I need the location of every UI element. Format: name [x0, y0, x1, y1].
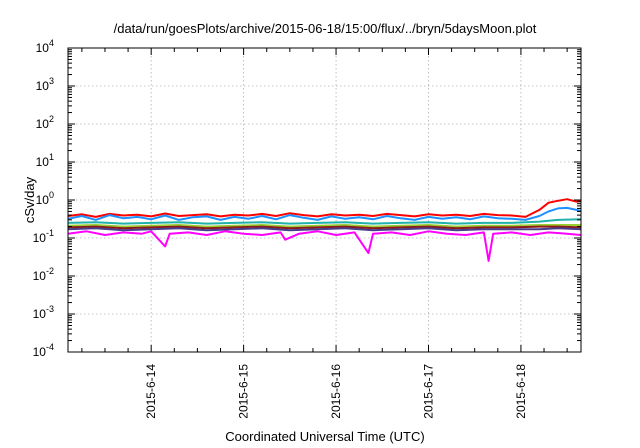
x-tick-label: 2015-6-17	[421, 364, 435, 419]
x-tick-label: 2015-6-18	[514, 364, 528, 419]
chart-title: /data/run/goesPlots/archive/2015-06-18/1…	[114, 21, 537, 36]
series-line	[67, 206, 582, 221]
y-tick-label: 10-4	[33, 342, 54, 359]
y-tick-label: 100	[36, 190, 54, 207]
y-tick-exponent: -1	[46, 228, 54, 238]
y-tick-exponent: -3	[46, 304, 54, 314]
x-tick-label: 2015-6-15	[237, 364, 251, 419]
series-line	[67, 224, 581, 228]
series-line	[67, 230, 582, 262]
y-tick-label: 10-1	[33, 228, 54, 245]
x-tick-label: 2015-6-14	[144, 364, 158, 419]
series-group	[67, 198, 582, 262]
x-axis-label: Coordinated Universal Time (UTC)	[225, 429, 424, 444]
series-line	[67, 198, 582, 218]
y-tick-label: 102	[36, 114, 54, 131]
series-line	[67, 218, 582, 225]
y-tick-label: 104	[36, 38, 54, 55]
y-tick-label: 10-3	[33, 304, 54, 321]
y-tick-exponent: -2	[46, 266, 54, 276]
grid	[68, 48, 581, 352]
y-tick-label: 10-2	[33, 266, 54, 283]
y-tick-exponent: 3	[49, 76, 54, 86]
y-tick-exponent: 0	[49, 190, 54, 200]
y-tick-exponent: 1	[49, 152, 54, 162]
x-tick-label: 2015-6-16	[329, 364, 343, 419]
y-tick-exponent: -4	[46, 342, 54, 352]
y-tick-label: 101	[36, 152, 54, 169]
series-line	[67, 227, 582, 232]
series-line	[67, 225, 582, 230]
y-tick-label: 103	[36, 76, 54, 93]
y-axis-label: cSv/day	[22, 176, 37, 223]
y-tick-exponent: 2	[49, 114, 54, 124]
y-tick-exponent: 4	[49, 38, 54, 48]
x-axis: 2015-6-14 2015-6-15 2015-6-16 2015-6-17 2015…	[81, 48, 568, 419]
